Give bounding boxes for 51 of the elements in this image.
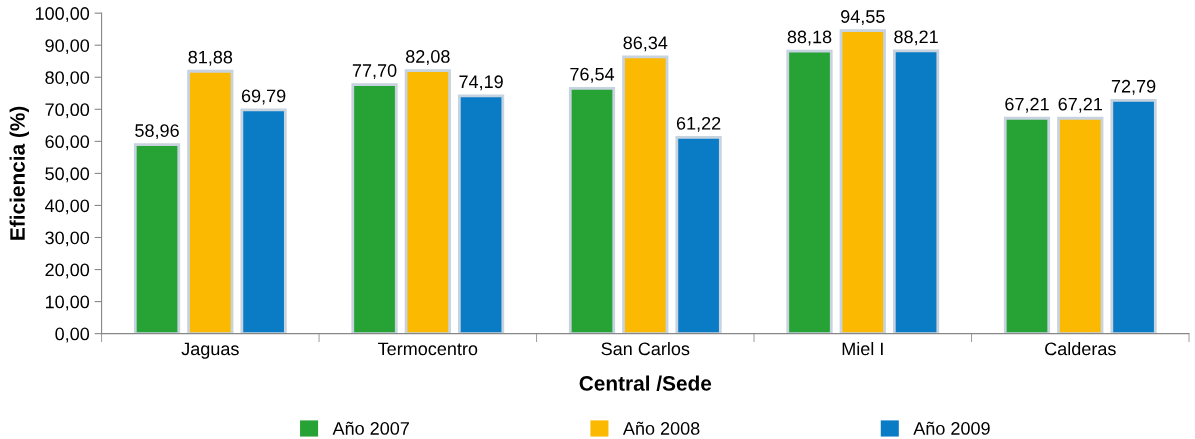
y-tick-label: 70,00 bbox=[45, 103, 90, 119]
data-label: 72,79 bbox=[1111, 79, 1156, 95]
data-label: 69,79 bbox=[241, 89, 286, 105]
legend-label: Año 2008 bbox=[622, 421, 700, 435]
bar bbox=[187, 69, 234, 334]
data-label: 88,21 bbox=[894, 30, 938, 46]
data-label: 58,96 bbox=[135, 124, 179, 140]
data-label: 77,70 bbox=[352, 64, 397, 80]
bar bbox=[786, 49, 833, 334]
legend-label: Año 2009 bbox=[913, 421, 990, 435]
data-label: 61,22 bbox=[676, 116, 721, 132]
y-tick-label: 40,00 bbox=[45, 199, 90, 215]
x-tick-label: San Carlos bbox=[601, 341, 690, 356]
x-axis-title: Central /Sede bbox=[579, 375, 712, 391]
bar bbox=[240, 108, 287, 334]
y-tick-label: 10,00 bbox=[45, 295, 90, 311]
data-label: 81,88 bbox=[188, 50, 233, 66]
bar bbox=[1057, 116, 1104, 334]
bar bbox=[1110, 98, 1157, 334]
data-label: 82,08 bbox=[406, 50, 450, 65]
bar bbox=[622, 55, 669, 334]
y-tick-label: 80,00 bbox=[45, 71, 90, 87]
bar bbox=[351, 83, 398, 334]
x-tick-label: Miel I bbox=[842, 341, 883, 356]
data-label: 74,19 bbox=[459, 75, 503, 91]
y-tick-label: 20,00 bbox=[45, 263, 90, 279]
bar bbox=[568, 86, 616, 334]
bar bbox=[404, 69, 451, 334]
data-label: 76,54 bbox=[570, 67, 615, 83]
legend-label: Año 2007 bbox=[332, 421, 409, 435]
bar bbox=[133, 143, 181, 334]
bar bbox=[457, 94, 505, 334]
y-tick-label: 90,00 bbox=[45, 39, 90, 55]
data-label: 88,18 bbox=[787, 30, 832, 46]
x-tick-label: Termocentro bbox=[378, 342, 478, 356]
bar bbox=[839, 29, 886, 334]
x-tick-label: Jaguas bbox=[181, 342, 239, 359]
y-tick-label: 60,00 bbox=[45, 135, 90, 151]
y-tick-label: 0,00 bbox=[55, 327, 90, 343]
data-label: 67,21 bbox=[1058, 97, 1102, 113]
bar bbox=[1003, 116, 1051, 334]
bar bbox=[892, 49, 940, 334]
y-axis-title: Eficiencia (%) bbox=[9, 106, 29, 240]
x-tick-label: Calderas bbox=[1045, 341, 1116, 356]
y-tick-label: 100,00 bbox=[35, 7, 90, 23]
data-label: 94,55 bbox=[841, 10, 885, 26]
data-label: 86,34 bbox=[623, 36, 668, 52]
y-tick-label: 50,00 bbox=[45, 167, 90, 183]
bar bbox=[675, 136, 722, 334]
data-label: 67,21 bbox=[1005, 97, 1049, 113]
y-tick-label: 30,00 bbox=[45, 231, 90, 247]
